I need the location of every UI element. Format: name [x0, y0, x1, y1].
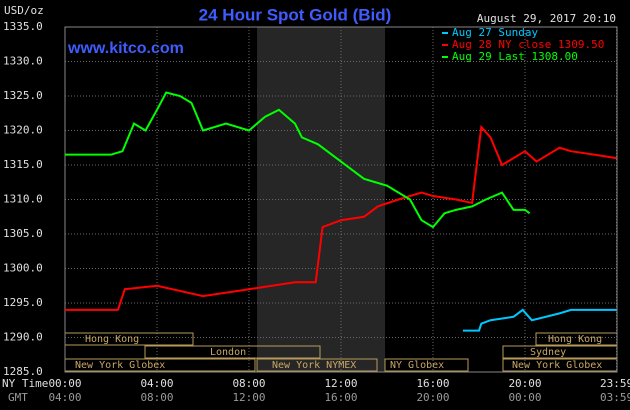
x-tick-label: 20:00	[508, 377, 541, 390]
session-label: New York Globex	[75, 360, 165, 371]
series-line	[65, 124, 617, 311]
session-label: New York NYMEX	[272, 360, 356, 371]
x2-tick-label: 03:59	[600, 391, 630, 404]
x-tick-label: 04:00	[140, 377, 173, 390]
y-tick-label: 1335.0	[3, 20, 43, 33]
x-tick-label: 08:00	[232, 377, 265, 390]
x2-tick-label: 12:00	[232, 391, 265, 404]
series-line	[462, 308, 617, 332]
x2-axis-label: GMT	[8, 391, 28, 404]
y-tick-label: 1305.0	[3, 227, 43, 240]
x-tick-label: 23:59	[600, 377, 630, 390]
session-label: Hong Kong	[85, 334, 139, 345]
legend-label: Aug 29 Last 1308.00	[452, 50, 578, 63]
session-label: Sydney	[530, 347, 566, 358]
series-line	[65, 91, 531, 229]
y-tick-label: 1290.0	[3, 331, 43, 344]
session-box	[144, 345, 321, 359]
x2-tick-label: 20:00	[416, 391, 449, 404]
chart-title: 24 Hour Spot Gold (Bid)	[199, 5, 392, 24]
watermark: www.kitco.com	[67, 40, 184, 57]
x-tick-label: 00:00	[48, 377, 81, 390]
session-label: London	[210, 347, 246, 358]
legend-label: Aug 27 Sunday	[452, 26, 538, 39]
y-tick-label: 1295.0	[3, 296, 43, 309]
x-tick-label: 16:00	[416, 377, 449, 390]
y-tick-label: 1300.0	[3, 262, 43, 275]
y-tick-label: 1320.0	[3, 124, 43, 137]
x2-tick-label: 04:00	[48, 391, 81, 404]
x-tick-label: 12:00	[324, 377, 357, 390]
y-tick-label: 1330.0	[3, 55, 43, 68]
session-label: NY Globex	[390, 360, 444, 371]
session-box	[384, 358, 469, 372]
y-tick-label: 1315.0	[3, 158, 43, 171]
timestamp: August 29, 2017 20:10	[477, 12, 616, 25]
x2-tick-label: 00:00	[508, 391, 541, 404]
session-label: Hong Kong	[548, 334, 602, 345]
x2-tick-label: 08:00	[140, 391, 173, 404]
y-tick-label: 1325.0	[3, 89, 43, 102]
y-axis-label: USD/oz	[4, 4, 44, 17]
x-axis-label: NY Time	[2, 377, 48, 390]
plot-frame	[64, 26, 618, 373]
y-tick-label: 1285.0	[3, 365, 43, 378]
x2-tick-label: 16:00	[324, 391, 357, 404]
y-tick-label: 1310.0	[3, 193, 43, 206]
legend-label: Aug 28 NY close 1309.50	[452, 38, 604, 51]
session-box	[256, 358, 378, 372]
session-label: New York Globex	[512, 360, 602, 371]
